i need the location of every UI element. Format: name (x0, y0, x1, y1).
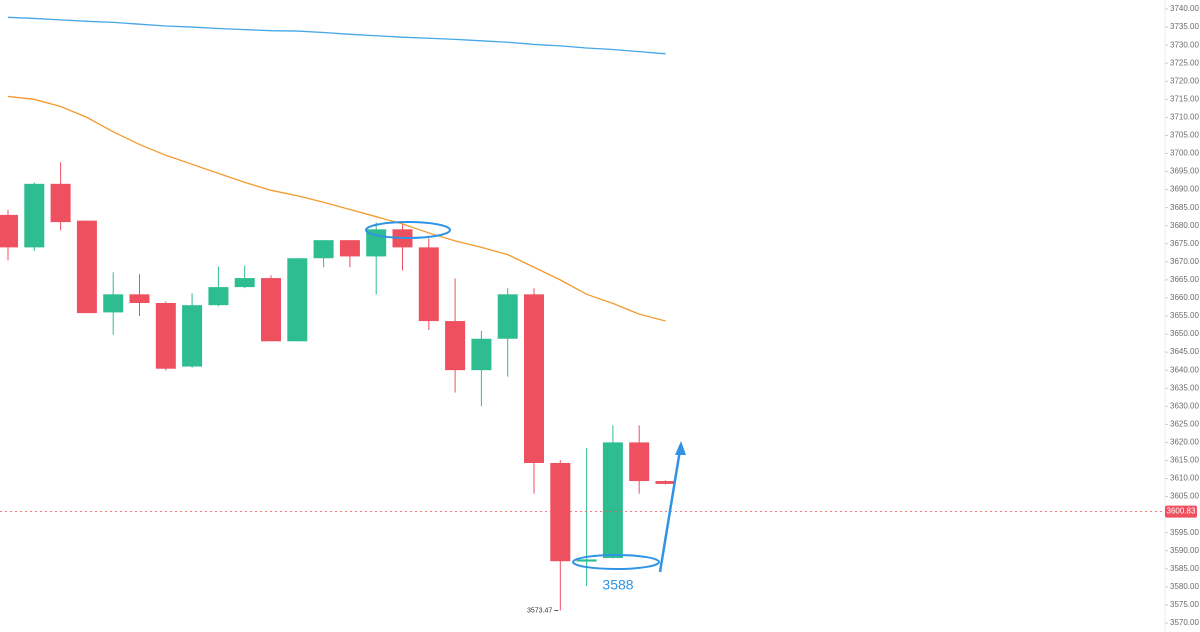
candle-body (339, 240, 360, 257)
last-price-badge (1165, 505, 1197, 518)
y-tick-label: 3645.00 (1170, 347, 1199, 356)
y-tick-label: 3740.00 (1170, 4, 1199, 13)
y-tick-label: 3595.00 (1170, 528, 1199, 537)
y-tick-label: 3615.00 (1170, 456, 1199, 465)
candle-body (550, 462, 571, 562)
annotation-text: 3588 (602, 577, 633, 593)
candle-body (418, 247, 439, 322)
y-tick-label: 3605.00 (1170, 492, 1199, 501)
moving-average-line (7, 16, 666, 55)
y-tick-label: 3575.00 (1170, 600, 1199, 609)
highlight-ellipse (365, 221, 451, 239)
y-tick-label: 3725.00 (1170, 58, 1199, 67)
y-tick-label: 3655.00 (1170, 311, 1199, 320)
candle-body (497, 294, 518, 339)
y-tick-label: 3650.00 (1170, 329, 1199, 338)
highlight-ellipse (572, 554, 660, 570)
candle-body (208, 287, 229, 306)
y-tick-label: 3670.00 (1170, 257, 1199, 266)
y-tick-label: 3675.00 (1170, 239, 1199, 248)
candle-body (50, 183, 71, 223)
candle-body (576, 559, 597, 562)
arrow-head (675, 441, 686, 455)
last-price-label: 3600.83 (1167, 507, 1196, 516)
y-tick-label: 3695.00 (1170, 167, 1199, 176)
y-tick-label: 3635.00 (1170, 383, 1199, 392)
annotations: 3588 (365, 221, 686, 593)
y-tick-label: 3710.00 (1170, 112, 1199, 121)
y-tick-label: 3720.00 (1170, 76, 1199, 85)
y-tick-label: 3685.00 (1170, 203, 1199, 212)
y-tick-label: 3580.00 (1170, 582, 1199, 591)
y-tick-label: 3730.00 (1170, 40, 1199, 49)
y-tick-label: 3590.00 (1170, 546, 1199, 555)
candle-body (629, 442, 650, 482)
y-tick-label: 3660.00 (1170, 293, 1199, 302)
y-tick-label: 3665.00 (1170, 275, 1199, 284)
candle-body (24, 183, 45, 248)
plot-area: 3573.47 (0, 16, 1165, 614)
candle-body (155, 302, 176, 369)
candle-body (76, 220, 97, 314)
candle-body (0, 214, 18, 248)
y-tick-label: 3640.00 (1170, 365, 1199, 374)
y-tick-label: 3705.00 (1170, 131, 1199, 140)
candle-body (471, 338, 492, 371)
candle-body (524, 294, 544, 463)
candle-body (129, 294, 150, 303)
y-tick-label: 3625.00 (1170, 419, 1199, 428)
candle-body (182, 305, 203, 367)
y-tick-label: 3570.00 (1170, 618, 1199, 627)
y-tick-label: 3585.00 (1170, 564, 1199, 573)
candle-body (103, 294, 124, 313)
y-tick-label: 3620.00 (1170, 438, 1199, 447)
candle-body (313, 240, 334, 259)
candle-body (287, 258, 308, 342)
candle-body (655, 481, 676, 484)
y-tick-label: 3680.00 (1170, 221, 1199, 230)
y-tick-label: 3630.00 (1170, 401, 1199, 410)
y-tick-label: 3690.00 (1170, 185, 1199, 194)
y-tick-label: 3610.00 (1170, 474, 1199, 483)
moving-average-line (7, 95, 666, 322)
candle-body (445, 321, 466, 371)
y-tick-label: 3735.00 (1170, 22, 1199, 31)
arrow-shaft (658, 449, 682, 573)
y-tick-label: 3700.00 (1170, 149, 1199, 158)
candle-body (234, 278, 255, 288)
y-tick-label: 3715.00 (1170, 94, 1199, 103)
low-price-label: 3573.47 (527, 607, 552, 614)
candle-body (602, 442, 623, 558)
candle-body (261, 278, 281, 342)
